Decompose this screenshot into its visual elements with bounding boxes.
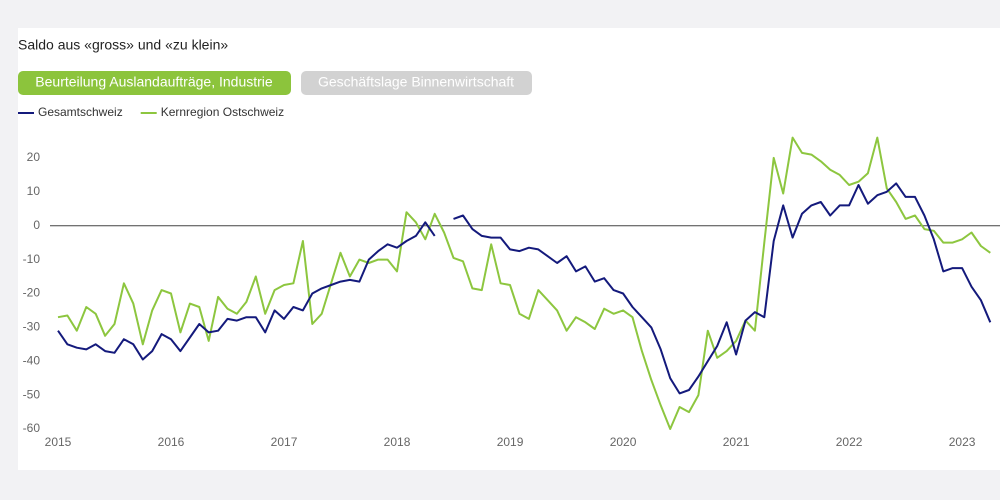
y-tick-label: -10 — [23, 252, 41, 266]
chart-subtitle: Saldo aus «gross» und «zu klein» — [18, 37, 228, 53]
tab-active[interactable] — [18, 71, 291, 95]
legend-label: Kernregion Ostschweiz — [161, 105, 284, 119]
y-tick-label: 20 — [27, 150, 41, 164]
x-tick-label: 2015 — [45, 435, 72, 449]
tab-inactive[interactable] — [301, 71, 532, 95]
y-tick-label: -50 — [23, 387, 41, 401]
x-tick-label: 2021 — [723, 435, 750, 449]
x-tick-label: 2018 — [384, 435, 411, 449]
x-tick-label: 2016 — [158, 435, 185, 449]
y-tick-label: -40 — [23, 353, 41, 367]
x-tick-label: 2022 — [836, 435, 863, 449]
x-tick-label: 2017 — [271, 435, 298, 449]
x-tick-label: 2019 — [497, 435, 524, 449]
y-tick-label: 10 — [27, 184, 41, 198]
x-tick-label: 2020 — [610, 435, 637, 449]
tab-label[interactable]: Geschäftslage Binnenwirtschaft — [318, 74, 514, 90]
legend-label: Gesamtschweiz — [38, 105, 123, 119]
series-line — [57, 182, 992, 395]
y-tick-label: -30 — [23, 320, 41, 334]
x-tick-label: 2023 — [949, 435, 976, 449]
y-tick-label: -60 — [23, 421, 41, 435]
y-tick-label: -20 — [23, 286, 41, 300]
y-tick-label: 0 — [33, 218, 40, 232]
series-line — [57, 136, 991, 430]
tab-label[interactable]: Beurteilung Auslandaufträge, Industrie — [35, 74, 273, 90]
